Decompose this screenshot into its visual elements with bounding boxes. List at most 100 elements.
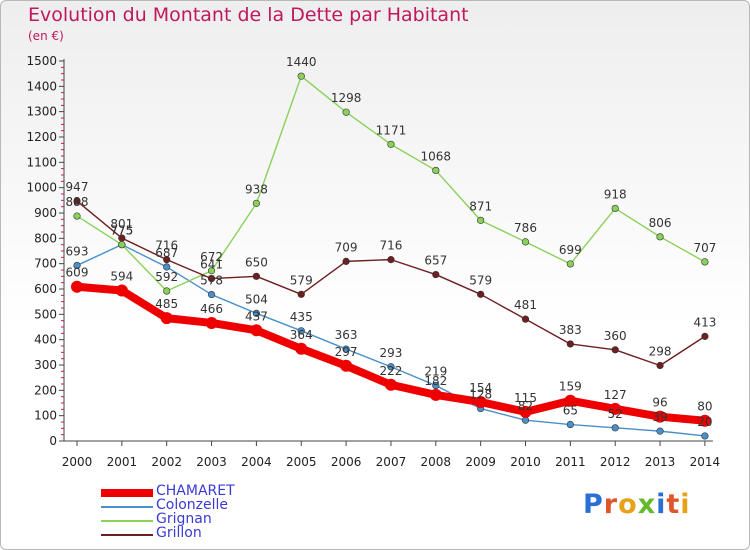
data-label-chamaret: 127	[604, 388, 627, 402]
data-point-chamaret	[340, 359, 353, 372]
x-tick-label: 2009	[465, 455, 496, 469]
data-point-grignan	[432, 166, 440, 175]
data-point-grillon	[656, 361, 664, 370]
data-point-grignan	[656, 233, 664, 241]
proxiti-logo: Proxiti	[583, 489, 691, 520]
data-label-colonzelle: 363	[335, 328, 358, 342]
data-point-chamaret	[71, 280, 83, 293]
data-label-chamaret: 466	[200, 302, 223, 316]
data-label-grillon: 801	[110, 217, 133, 231]
legend-label-colonzelle: Colonzelle	[156, 497, 229, 513]
data-label-colonzelle: 693	[66, 244, 89, 258]
data-point-colonzelle	[73, 261, 81, 270]
data-point-chamaret	[295, 342, 308, 355]
data-point-chamaret	[429, 388, 442, 401]
data-point-chamaret	[564, 394, 577, 407]
data-label-colonzelle: 52	[608, 407, 623, 421]
legend-label-grillon: Grillon	[156, 525, 202, 541]
data-label-grillon: 709	[335, 240, 358, 254]
x-tick-label: 2006	[331, 455, 362, 469]
y-tick-label: 300	[34, 358, 57, 372]
data-label-grillon: 716	[155, 239, 178, 253]
data-point-grignan	[118, 241, 126, 249]
legend-label-chamaret: CHAMARET	[156, 483, 235, 499]
data-label-chamaret: 222	[379, 364, 402, 378]
y-tick-label: 1400	[26, 79, 57, 93]
data-label-chamaret: 80	[697, 400, 712, 414]
data-label-chamaret: 364	[290, 328, 313, 342]
data-label-grignan: 786	[514, 221, 537, 235]
data-label-chamaret: 609	[66, 266, 89, 280]
data-point-grillon	[342, 257, 350, 265]
data-label-colonzelle: 82	[518, 399, 533, 413]
data-point-grignan	[566, 260, 574, 268]
data-label-colonzelle: 20	[697, 415, 712, 429]
data-point-chamaret	[115, 284, 128, 297]
legend-label-grignan: Grignan	[156, 511, 212, 527]
data-point-colonzelle	[432, 381, 440, 390]
legend-swatch-colonzelle	[101, 506, 153, 508]
data-label-grillon: 481	[514, 298, 537, 312]
data-point-grignan	[701, 258, 709, 266]
data-point-grillon	[521, 315, 530, 323]
y-tick-label: 1000	[26, 181, 57, 195]
data-point-grignan	[477, 216, 485, 224]
data-point-chamaret	[160, 312, 173, 325]
data-point-colonzelle	[656, 427, 664, 435]
y-tick-label: 400	[34, 333, 57, 347]
data-point-grillon	[252, 272, 260, 280]
y-tick-label: 200	[34, 383, 57, 397]
data-point-chamaret	[519, 405, 532, 418]
unit-label: (en €)	[28, 29, 64, 43]
y-tick-label: 100	[34, 409, 57, 423]
data-point-grillon	[118, 234, 126, 242]
data-label-grillon: 947	[66, 180, 89, 194]
data-point-colonzelle	[701, 432, 709, 440]
data-label-chamaret: 437	[245, 309, 268, 323]
x-tick-label: 2012	[600, 455, 631, 469]
data-point-grignan	[521, 238, 530, 246]
x-tick-label: 2003	[196, 455, 227, 469]
legend-swatch-grillon	[101, 534, 153, 536]
x-tick-label: 2000	[62, 455, 93, 469]
data-label-colonzelle: 39	[652, 410, 667, 424]
data-label-grignan: 699	[559, 243, 582, 257]
y-tick-label: 1500	[26, 54, 57, 68]
x-tick-label: 2010	[510, 455, 541, 469]
x-tick-label: 2011	[555, 455, 586, 469]
data-point-grillon	[477, 290, 485, 298]
data-point-grillon	[566, 340, 574, 348]
data-label-grignan: 1298	[331, 91, 362, 105]
data-point-grignan	[163, 287, 171, 295]
data-label-grignan: 871	[469, 199, 492, 213]
data-label-grignan: 1440	[286, 55, 317, 69]
data-label-grillon: 579	[290, 273, 313, 287]
data-label-grillon: 298	[649, 345, 672, 359]
data-label-chamaret: 297	[335, 345, 358, 359]
data-point-colonzelle	[566, 420, 574, 429]
y-tick-label: 500	[34, 307, 57, 321]
data-label-colonzelle: 219	[424, 365, 447, 379]
data-label-grillon: 641	[200, 258, 223, 272]
data-point-grignan	[342, 108, 350, 116]
data-label-colonzelle: 293	[379, 346, 402, 360]
data-point-chamaret	[384, 378, 397, 391]
y-tick-label: 0	[49, 434, 57, 448]
data-label-grignan: 888	[66, 195, 89, 209]
x-tick-label: 2004	[241, 455, 272, 469]
data-point-chamaret	[205, 316, 218, 329]
y-tick-label: 900	[34, 206, 57, 220]
data-point-chamaret	[250, 324, 263, 337]
data-point-chamaret	[654, 410, 667, 423]
data-label-colonzelle: 65	[563, 404, 578, 418]
data-label-grignan: 938	[245, 182, 268, 196]
data-label-grignan: 775	[110, 224, 133, 238]
data-label-grignan: 672	[200, 250, 223, 264]
y-tick-label: 700	[34, 257, 57, 271]
data-label-chamaret: 159	[559, 380, 582, 394]
data-point-chamaret	[474, 395, 487, 408]
x-tick-label: 2014	[690, 455, 721, 469]
data-label-grignan: 1171	[376, 123, 407, 137]
data-label-grillon: 360	[604, 329, 627, 343]
